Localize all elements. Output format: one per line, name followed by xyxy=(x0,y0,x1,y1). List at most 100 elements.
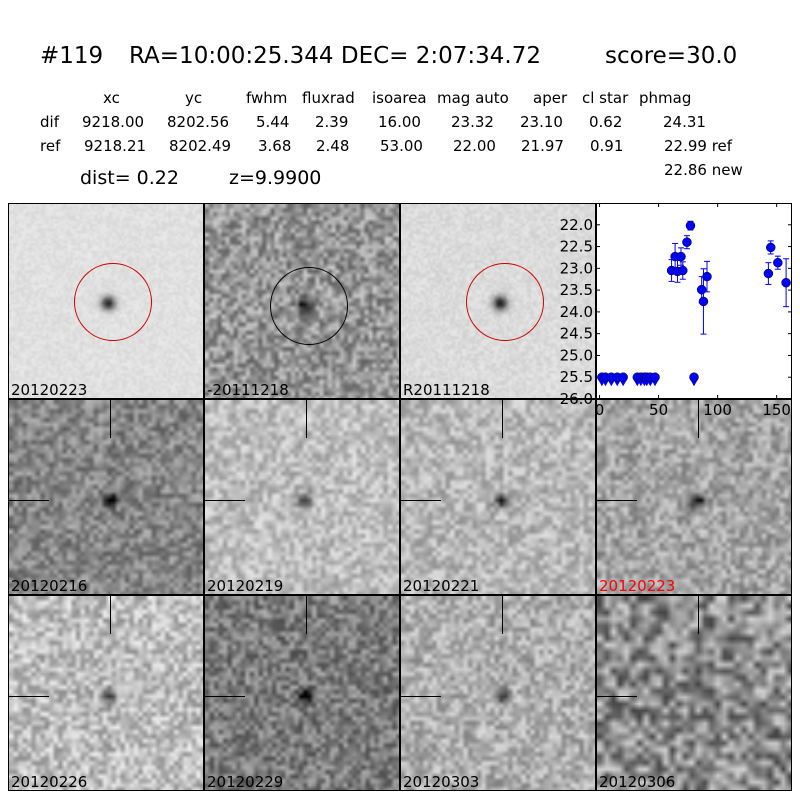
table-cell: 21.97 xyxy=(521,137,564,155)
upper-limit-point xyxy=(650,372,660,382)
aperture-circle xyxy=(270,267,348,345)
table-cell: 23.32 xyxy=(451,113,494,131)
stamp-label: 20120223 xyxy=(11,381,88,399)
stamp: 20120229 xyxy=(204,595,400,791)
aperture-circle xyxy=(466,263,544,341)
col-header: mag auto xyxy=(437,89,509,107)
crosshair-marker xyxy=(698,596,699,634)
table-cell: 0.62 xyxy=(589,113,623,131)
x-tick-label: 50 xyxy=(649,401,668,419)
data-point xyxy=(763,268,774,279)
crosshair-marker xyxy=(9,500,49,501)
phmag-new: 22.86 new xyxy=(664,161,743,179)
table-cell: 2.39 xyxy=(315,113,349,131)
col-header: fwhm xyxy=(246,89,288,107)
stamp-top: 20120223 xyxy=(8,203,204,399)
col-header: phmag xyxy=(639,89,692,107)
y-tick-label: 24.5 xyxy=(560,325,593,343)
crosshair-marker xyxy=(9,696,49,697)
score: score=30.0 xyxy=(605,43,738,69)
stamp: 20120306 xyxy=(596,595,792,791)
table-cell: 5.44 xyxy=(256,113,290,131)
aperture-circle xyxy=(74,263,152,341)
table-cell: 22.00 xyxy=(453,137,496,155)
table-cell: 2.48 xyxy=(316,137,350,155)
data-point xyxy=(698,296,709,307)
data-point xyxy=(682,237,692,247)
table-cell: 0.91 xyxy=(590,137,624,155)
stamp-image xyxy=(401,400,595,594)
data-point xyxy=(765,242,776,253)
stamp-image xyxy=(401,596,595,790)
table-cell: 9218.00 xyxy=(82,113,145,131)
y-tick-label: 25.5 xyxy=(560,368,593,386)
y-tick-label: 23.0 xyxy=(560,259,593,277)
col-header: isoarea xyxy=(372,89,427,107)
light-curve-axes xyxy=(596,203,792,399)
stamp-label: 20120216 xyxy=(11,577,88,595)
stamp-label: 20120223 xyxy=(599,577,676,595)
stamp: 20120219 xyxy=(204,399,400,595)
data-point xyxy=(702,271,712,282)
crosshair-marker xyxy=(205,696,245,697)
col-header: cl star xyxy=(582,89,629,107)
stamp: 20120216 xyxy=(8,399,204,595)
data-point xyxy=(685,220,696,231)
upper-limit-point xyxy=(689,372,699,382)
stamp-image xyxy=(205,596,399,790)
candidate-id: #119 xyxy=(40,43,104,69)
crosshair-marker xyxy=(597,696,637,697)
x-tick-label: 0 xyxy=(595,401,605,419)
stamp: 20120226 xyxy=(8,595,204,791)
crosshair-marker xyxy=(110,596,111,634)
x-tick-label: 150 xyxy=(762,401,791,419)
table-cell: 8202.56 xyxy=(167,113,230,131)
stamp: 20120221 xyxy=(400,399,596,595)
crosshair-marker xyxy=(502,596,503,634)
stamp: 20120303 xyxy=(400,595,596,791)
crosshair-marker xyxy=(306,400,307,438)
y-tick-label: 26.0 xyxy=(560,390,593,408)
data-point xyxy=(773,257,783,268)
crosshair-marker xyxy=(401,500,441,501)
table-cell: 8202.49 xyxy=(169,137,232,155)
col-header: xc xyxy=(103,89,120,107)
stamp-label: 20120221 xyxy=(403,577,480,595)
data-point xyxy=(678,265,688,276)
stamp-image xyxy=(9,596,203,790)
y-tick-label: 24.0 xyxy=(560,303,593,321)
stamp-image xyxy=(597,400,791,594)
data-point xyxy=(781,277,791,288)
light-curve: 22.0 22.5 23.0 23.5 24.0 24.5 25.0 25.5 26.00 50 1… xyxy=(560,203,792,419)
upper-limit-point xyxy=(618,372,628,382)
table-cell: 53.00 xyxy=(380,137,423,155)
stamp-image xyxy=(597,596,791,790)
coordinates: RA=10:00:25.344 DEC= 2:07:34.72 xyxy=(129,43,542,69)
row-label: dif xyxy=(40,113,59,131)
stamp-image xyxy=(205,400,399,594)
crosshair-marker xyxy=(698,400,699,438)
z-value: z=9.9900 xyxy=(229,167,322,189)
table-cell: 22.99 ref xyxy=(664,137,733,155)
col-header: yc xyxy=(185,89,203,107)
y-tick-label: 22.0 xyxy=(560,216,593,234)
table-cell: 16.00 xyxy=(378,113,421,131)
stamp-label: 20120306 xyxy=(599,773,676,791)
table-cell: 9218.21 xyxy=(84,137,147,155)
stamp-top: R20111218 xyxy=(400,203,596,399)
stamp-label: -20111218 xyxy=(207,381,289,399)
crosshair-marker xyxy=(205,500,245,501)
crosshair-marker xyxy=(597,500,637,501)
stamp-label: 20120229 xyxy=(207,773,284,791)
col-header: fluxrad xyxy=(302,89,355,107)
stamp-top: -20111218 xyxy=(204,203,400,399)
x-tick-label: 100 xyxy=(703,401,732,419)
crosshair-marker xyxy=(306,596,307,634)
crosshair-marker xyxy=(110,400,111,438)
dist-value: dist= 0.22 xyxy=(80,167,179,189)
col-header: aper xyxy=(533,89,568,107)
data-point xyxy=(676,251,686,262)
stamp-label: 20120303 xyxy=(403,773,480,791)
crosshair-marker xyxy=(502,400,503,438)
